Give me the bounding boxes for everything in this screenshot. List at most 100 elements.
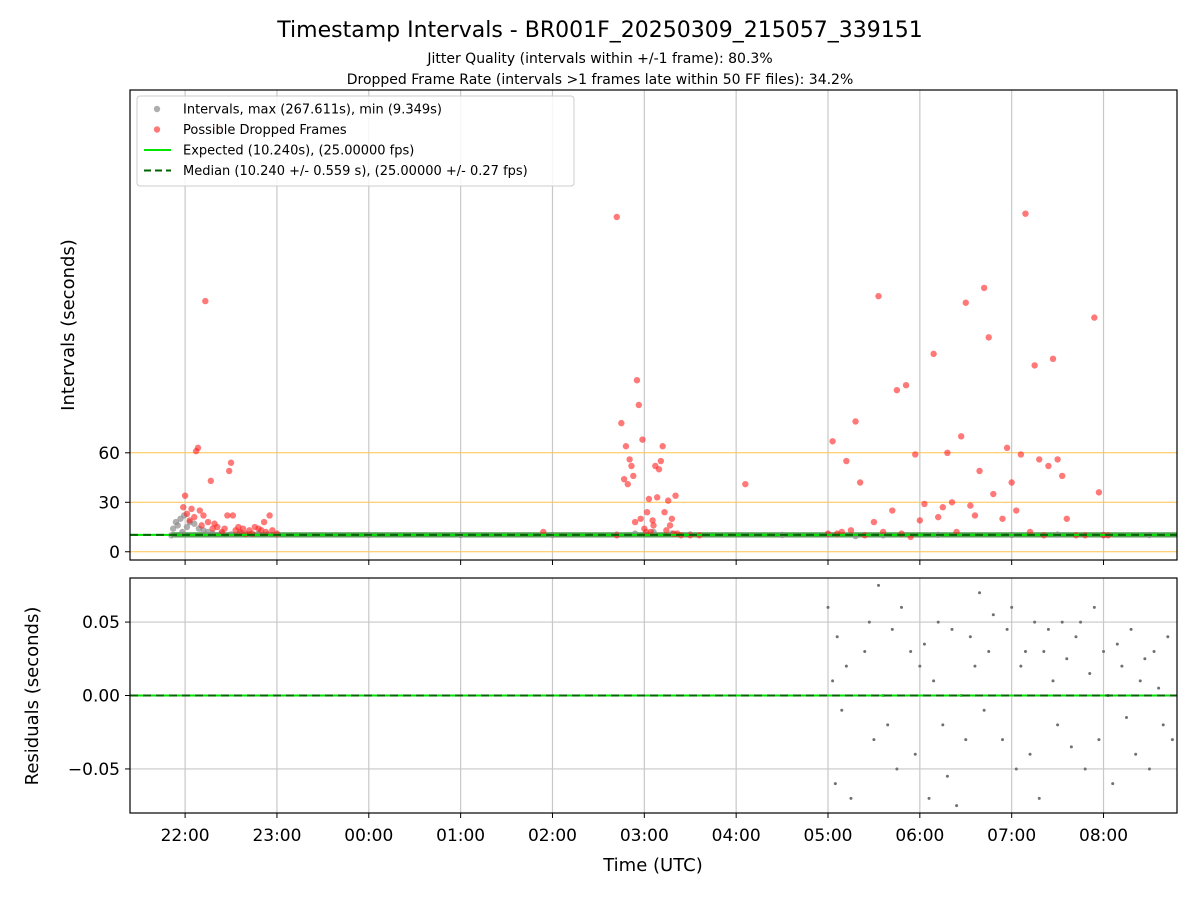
dropped-frame-point-1 — [181, 492, 189, 499]
dropped-frame-point-49 — [631, 518, 639, 526]
residual-point-37 — [1010, 605, 1014, 609]
dropped-frame-point-0 — [180, 504, 187, 511]
x-tick-label-10: 08:00 — [1079, 826, 1128, 846]
dropped-frame-point-67 — [663, 527, 670, 534]
dropped-frame-point-3 — [186, 517, 193, 524]
x-tick-label-8: 06:00 — [895, 826, 944, 846]
x-axis: 22:00 23:00 00:00 01:00 02:00 03:00 04:00 05:00… — [161, 813, 1128, 846]
residual-point-38 — [1014, 767, 1018, 771]
intervals-ytick-label-0: 0 — [109, 543, 120, 563]
legend-box — [136, 95, 575, 187]
dropped-frame-point-7 — [194, 444, 202, 452]
interval-point-1 — [169, 525, 177, 532]
residual-point-65 — [1138, 679, 1142, 683]
dropped-frame-point-93 — [902, 381, 910, 389]
residual-point-33 — [987, 649, 991, 653]
dropped-frame-point-44 — [622, 443, 630, 450]
residual-point-13 — [890, 627, 894, 631]
dropped-frame-point-115 — [1013, 507, 1020, 514]
chart-subtitle-jitter: Jitter Quality (intervals within +/-1 fr… — [426, 51, 772, 67]
residual-point-45 — [1046, 627, 1050, 631]
residual-point-59 — [1111, 782, 1115, 786]
residual-point-34 — [991, 613, 995, 617]
dropped-frame-point-83 — [847, 527, 855, 534]
residual-point-20 — [927, 796, 931, 800]
residual-point-66 — [1143, 657, 1147, 661]
dropped-frame-point-68 — [664, 497, 672, 504]
dropped-frame-point-20 — [224, 512, 231, 519]
residual-point-22 — [936, 620, 940, 624]
residual-point-69 — [1157, 686, 1161, 690]
residual-point-0 — [826, 605, 830, 609]
dropped-frame-point-112 — [999, 515, 1006, 522]
dropped-frame-point-2 — [183, 510, 191, 518]
residual-point-7 — [863, 649, 867, 653]
dropped-frame-point-5 — [191, 513, 198, 521]
dropped-frame-point-59 — [649, 517, 656, 524]
dropped-frame-point-95 — [912, 451, 919, 458]
dropped-frame-point-27 — [239, 525, 247, 532]
dropped-frame-point-53 — [639, 436, 646, 443]
dropped-frame-point-16 — [214, 523, 221, 531]
dropped-frame-point-105 — [962, 299, 969, 306]
residual-point-60 — [1115, 642, 1119, 646]
residual-point-54 — [1088, 671, 1092, 675]
residual-point-3 — [835, 635, 839, 639]
residual-point-72 — [1170, 738, 1174, 742]
dropped-frame-point-109 — [980, 284, 988, 292]
intervals-y-axis: 0 30 60 — [98, 444, 130, 563]
residual-point-19 — [922, 642, 926, 646]
dropped-frame-point-60 — [650, 522, 657, 529]
dropped-frame-point-116 — [1017, 451, 1025, 458]
dropped-frame-point-52 — [637, 515, 644, 522]
residual-point-23 — [941, 723, 945, 727]
dropped-frame-point-12 — [204, 518, 212, 526]
x-tick-label-5: 03:00 — [620, 826, 669, 846]
residual-point-28 — [964, 738, 968, 742]
dropped-frame-point-19 — [221, 525, 228, 532]
dropped-frame-point-51 — [635, 401, 643, 409]
residuals-plot-area — [130, 578, 1177, 813]
dropped-frame-point-62 — [653, 494, 661, 501]
dropped-frame-point-34 — [260, 518, 268, 526]
x-tick-label-3: 01:00 — [436, 826, 485, 846]
interval-point-7 — [183, 523, 191, 531]
dropped-frame-point-10 — [200, 512, 207, 519]
residual-point-46 — [1051, 679, 1055, 683]
dropped-frame-point-8 — [196, 507, 203, 514]
residual-point-51 — [1074, 635, 1078, 639]
dropped-frame-point-4 — [188, 505, 195, 513]
dropped-frame-point-37 — [269, 527, 276, 534]
dropped-frame-point-23 — [229, 512, 237, 519]
residual-point-56 — [1097, 738, 1101, 742]
residual-point-49 — [1065, 657, 1069, 661]
residual-point-24 — [945, 774, 949, 778]
residual-point-52 — [1079, 620, 1083, 624]
dropped-frame-point-66 — [661, 508, 668, 516]
intervals-ytick-label-1: 30 — [98, 493, 120, 513]
residual-point-17 — [913, 752, 917, 756]
dropped-frame-point-47 — [628, 462, 635, 470]
residuals-y-label: Residuals (seconds) — [22, 607, 43, 786]
residual-point-53 — [1083, 767, 1087, 771]
residual-point-47 — [1056, 723, 1060, 727]
residual-point-57 — [1102, 649, 1106, 653]
residual-point-5 — [844, 664, 848, 668]
dropped-frame-point-100 — [939, 504, 947, 511]
dropped-frame-point-43 — [620, 475, 628, 483]
residual-point-70 — [1161, 723, 1165, 727]
dropped-frame-point-104 — [957, 433, 965, 440]
dropped-frame-point-46 — [626, 456, 633, 463]
residuals-ytick-label-0: 0.05 — [82, 613, 120, 633]
residual-point-64 — [1134, 752, 1138, 756]
residual-point-42 — [1033, 620, 1037, 624]
residual-point-21 — [932, 679, 936, 683]
dropped-frame-point-106 — [967, 502, 974, 509]
dropped-frame-point-114 — [1008, 479, 1015, 486]
dropped-frame-point-89 — [879, 528, 887, 536]
residual-point-44 — [1042, 649, 1046, 653]
dropped-frame-point-120 — [1036, 456, 1043, 463]
residual-point-43 — [1037, 796, 1041, 800]
residual-point-63 — [1129, 627, 1133, 631]
x-tick-label-6: 04:00 — [712, 826, 761, 846]
